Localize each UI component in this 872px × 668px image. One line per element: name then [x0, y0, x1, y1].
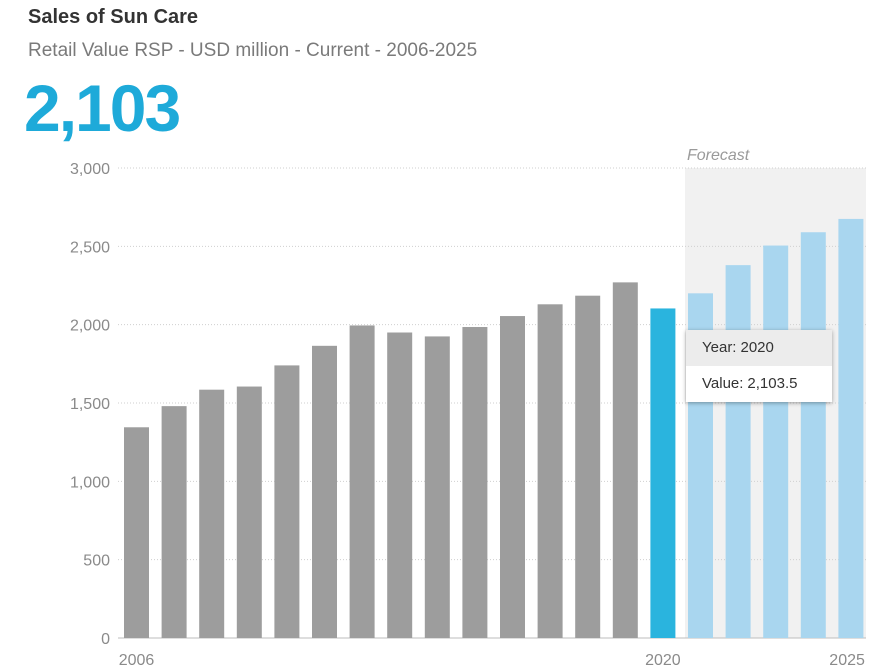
bar-2025: [838, 218, 864, 638]
bar-tooltip: Year: 2020 Value: 2,103.5: [686, 330, 832, 402]
y-tick-label: 1,500: [70, 396, 110, 413]
tooltip-value-row: Value: 2,103.5: [686, 366, 832, 402]
bar-2012: [349, 325, 375, 638]
bar-2011: [312, 345, 337, 638]
bar-2010: [274, 365, 300, 638]
bar-2019: [612, 282, 638, 638]
x-tick-label-2020: 2020: [645, 652, 681, 668]
y-tick-label: 3,000: [70, 161, 110, 178]
bar-2015: [462, 327, 488, 638]
bar-2018: [575, 295, 601, 638]
bar-2023: [763, 245, 789, 639]
bar-2020: [650, 308, 676, 638]
forecast-label: Forecast: [687, 147, 750, 164]
x-tick-label-2006: 2006: [119, 652, 155, 668]
y-tick-label: 2,000: [70, 318, 110, 335]
bar-2007: [161, 406, 187, 638]
bar-2016: [500, 316, 525, 638]
y-tick-label: 500: [83, 553, 110, 570]
bar-2014: [424, 336, 450, 638]
y-tick-label: 2,500: [70, 239, 110, 256]
bar-2008: [199, 389, 225, 638]
tooltip-value-value: 2,103.5: [747, 375, 798, 392]
bar-2022: [725, 265, 751, 638]
chart-title: Sales of Sun Care: [28, 6, 199, 28]
tooltip-year-row: Year: 2020: [686, 330, 832, 366]
tooltip-value-label: Value:: [702, 375, 744, 392]
headline-value: 2,103: [24, 71, 181, 145]
chart-subtitle: Retail Value RSP - USD million - Current…: [28, 40, 478, 61]
bar-2006: [124, 427, 149, 638]
tooltip-year-value: 2020: [740, 339, 774, 356]
y-tick-label: 1,000: [70, 474, 110, 491]
bar-2009: [236, 386, 262, 638]
y-tick-label: 0: [101, 631, 110, 648]
bar-2013: [387, 332, 413, 638]
tooltip-year-label: Year:: [702, 339, 737, 356]
x-tick-label-2025: 2025: [829, 652, 865, 668]
bar-2017: [537, 304, 563, 638]
bar-2024: [800, 232, 826, 638]
